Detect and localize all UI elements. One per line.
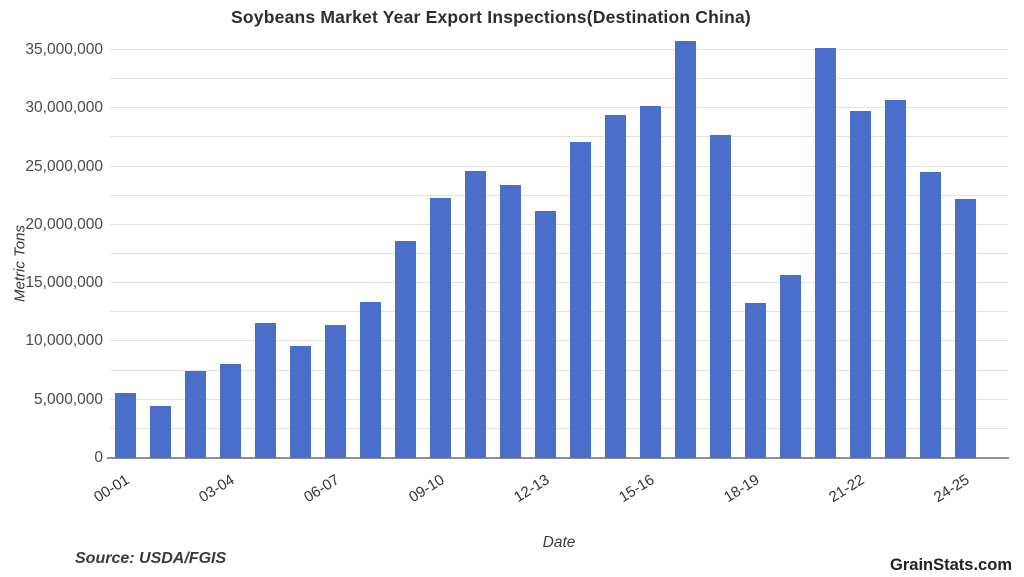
bar-09-10 (430, 198, 451, 458)
x-tick-label-12-13: 12-13 (510, 471, 553, 507)
bar-15-16 (640, 106, 661, 458)
bar-06-07 (325, 325, 346, 458)
bar-21-22 (850, 110, 871, 458)
bar-10-11 (465, 171, 486, 458)
x-tick-label-21-22: 21-22 (825, 471, 868, 507)
plot-area (107, 40, 1009, 459)
x-tick-label-24-25: 24-25 (930, 471, 973, 507)
x-axis-line (107, 457, 1009, 459)
bar-19-20 (780, 275, 801, 458)
bar-00-01 (115, 392, 136, 458)
bar-14-15 (605, 115, 626, 458)
branding-text: GrainStats.com (890, 556, 1012, 574)
gridline (110, 253, 1008, 254)
bar-04-05 (255, 322, 276, 458)
bar-24-25 (955, 199, 976, 458)
gridline (110, 282, 1008, 284)
gridline (110, 49, 1008, 50)
chart-title: Soybeans Market Year Export Inspections(… (231, 7, 751, 27)
y-axis-tick-labels: 0 5,000,000 10,000,000 15,000,000 20,000,000… (0, 41, 103, 466)
source-credit: Source: USDA/FGIS (75, 550, 227, 567)
bar-22-23 (885, 100, 906, 458)
gridline (110, 165, 1008, 167)
bar-16-17 (675, 40, 696, 458)
x-tick-label-00-01: 00-01 (90, 471, 133, 507)
x-tick-label-06-07: 06-07 (300, 471, 343, 507)
bar-01-02 (150, 405, 171, 458)
y-tick-label: 0 (94, 449, 103, 466)
bar-08-09 (395, 241, 416, 458)
x-tick-label-03-04: 03-04 (195, 471, 238, 507)
gridline (110, 398, 1008, 400)
y-tick-label: 30,000,000 (25, 99, 103, 117)
gridline (110, 427, 1008, 429)
bar-05-06 (290, 346, 311, 458)
x-axis-title: Date (542, 534, 576, 551)
gridline (110, 136, 1008, 138)
y-tick-label: 20,000,000 (25, 215, 103, 233)
bar-07-08 (360, 301, 381, 458)
gridline (110, 107, 1008, 109)
bar-17-18 (710, 135, 731, 458)
x-tick-label-15-16: 15-16 (615, 471, 658, 507)
bar-20-21 (815, 47, 836, 458)
bar-02-03 (185, 370, 206, 458)
x-tick-label-09-10: 09-10 (405, 471, 448, 507)
y-tick-label: 25,000,000 (25, 157, 103, 175)
bar-03-04 (220, 363, 241, 458)
y-tick-label: 10,000,000 (25, 332, 103, 350)
y-tick-label: 35,000,000 (25, 41, 103, 58)
y-tick-label: 15,000,000 (25, 274, 103, 292)
bar-23-24 (920, 172, 941, 458)
bar-11-12 (500, 185, 521, 458)
gridline (110, 223, 1008, 225)
gridline (110, 194, 1008, 196)
y-tick-label: 5,000,000 (34, 390, 103, 408)
gridline (110, 340, 1008, 342)
bar-18-19 (745, 303, 766, 458)
gridline (110, 78, 1008, 80)
bar-12-13 (535, 210, 556, 458)
x-tick-label-18-19: 18-19 (720, 471, 763, 507)
gridline (110, 311, 1008, 313)
gridline (110, 369, 1008, 371)
bar-13-14 (570, 142, 591, 458)
